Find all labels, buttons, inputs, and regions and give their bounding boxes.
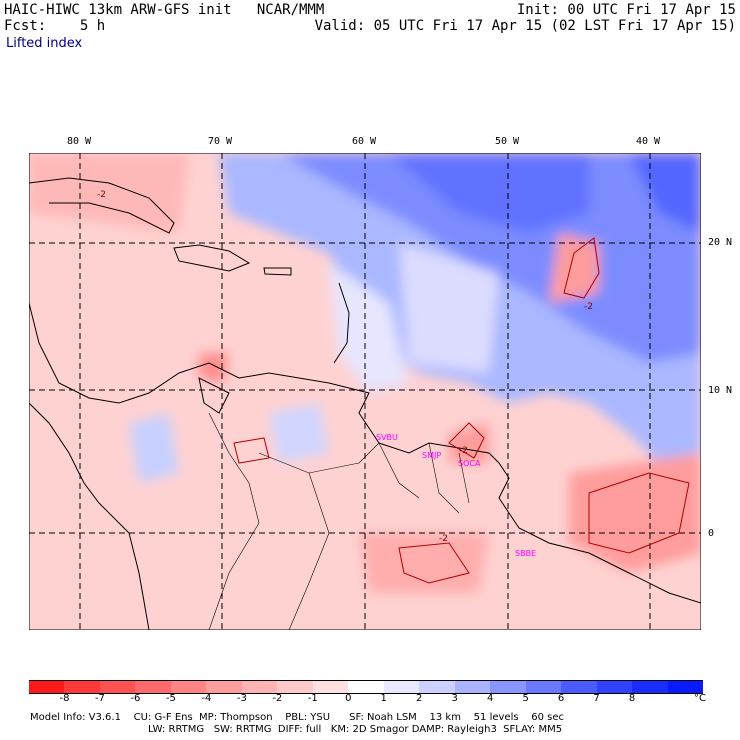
- colorbar-tick-label: -2: [272, 693, 283, 704]
- field-shading: [29, 153, 701, 593]
- model-physics: LW: RRTMG SW: RRTMG DIFF: full KM: 2D Sm…: [148, 724, 563, 735]
- contour-label: -2: [97, 190, 106, 200]
- field-name: Lifted index: [6, 36, 83, 51]
- colorbar-swatch: [667, 680, 704, 694]
- colorbar-tick-label: 1: [380, 693, 387, 704]
- colorbar-tick-label: -4: [201, 693, 212, 704]
- station-sbbe: SBBE: [515, 549, 536, 558]
- colorbar-swatch: [561, 680, 598, 694]
- forecast-hour: Fcst: 5 h: [4, 18, 106, 34]
- model-title: HAIC-HIWC 13km ARW-GFS init NCAR/MMM: [4, 2, 325, 18]
- colorbar-swatch: [277, 680, 314, 694]
- colorbar-swatch: [454, 680, 491, 694]
- lifted-index-map: -2 -2 -2 -2 SVBU SMJP SOCA SBBE: [29, 153, 701, 630]
- colorbar-swatch: [241, 680, 278, 694]
- colorbar-swatch: [632, 680, 669, 694]
- lon-label-60w: 60 W: [352, 136, 377, 147]
- colorbar-tick-label: -3: [236, 693, 247, 704]
- colorbar-swatch: [419, 680, 456, 694]
- colorbar-swatch: [206, 680, 243, 694]
- lat-label-10n: 10 N: [708, 385, 733, 396]
- contour-label: -2: [584, 302, 593, 312]
- lat-label-0: 0: [708, 528, 715, 539]
- colorbar-swatch: [64, 680, 101, 694]
- lon-label-80w: 80 W: [67, 136, 92, 147]
- colorbar-tick-label: 0: [345, 693, 352, 704]
- colorbar-tick-label: 3: [451, 693, 458, 704]
- colorbar-swatch: [29, 680, 65, 694]
- colorbar-swatch: [99, 680, 136, 694]
- colorbar-swatch: [312, 680, 349, 694]
- lon-label-70w: 70 W: [208, 136, 233, 147]
- colorbar-tick-label: -7: [94, 693, 105, 704]
- colorbar-tick-label: 7: [593, 693, 600, 704]
- borders: [208, 412, 470, 630]
- colorbar-tick-label: 4: [486, 693, 494, 704]
- contours: [233, 237, 690, 584]
- contour-label: -2: [459, 446, 468, 456]
- lon-label-40w: 40 W: [636, 136, 661, 147]
- colorbar-tick-label: -8: [59, 693, 70, 704]
- colorbar-unit: °C: [694, 693, 706, 704]
- colorbar-tick-label: 2: [416, 693, 423, 704]
- colorbar-tick-label: -6: [130, 693, 141, 704]
- lat-label-20n: 20 N: [708, 237, 733, 248]
- colorbar-swatch: [383, 680, 420, 694]
- colorbar-swatch: [596, 680, 633, 694]
- colorbar-tick-label: 5: [522, 693, 529, 704]
- station-soca: SOCA: [458, 459, 481, 468]
- colorbar-swatch: [135, 680, 172, 694]
- colorbar-tick-label: -5: [165, 693, 176, 704]
- station-smjp: SMJP: [422, 451, 441, 460]
- colorbar-tick-label: -1: [307, 693, 318, 704]
- colorbar-swatch: [525, 680, 562, 694]
- init-time: Init: 00 UTC Fri 17 Apr 15: [516, 2, 736, 18]
- station-svbu: SVBU: [376, 433, 398, 442]
- contour-label: -2: [439, 534, 448, 544]
- valid-time: Valid: 05 UTC Fri 17 Apr 15 (02 LST Fri …: [314, 18, 736, 34]
- model-info: Model Info: V3.6.1 CU: G-F Ens MP: Thomp…: [30, 712, 565, 723]
- colorbar-swatch: [348, 680, 385, 694]
- colorbar-tick-label: 6: [557, 693, 565, 704]
- colorbar-swatch: [490, 680, 527, 694]
- lon-label-50w: 50 W: [495, 136, 520, 147]
- colorbar-tick-label: 8: [628, 693, 636, 704]
- colorbar-swatch: [170, 680, 207, 694]
